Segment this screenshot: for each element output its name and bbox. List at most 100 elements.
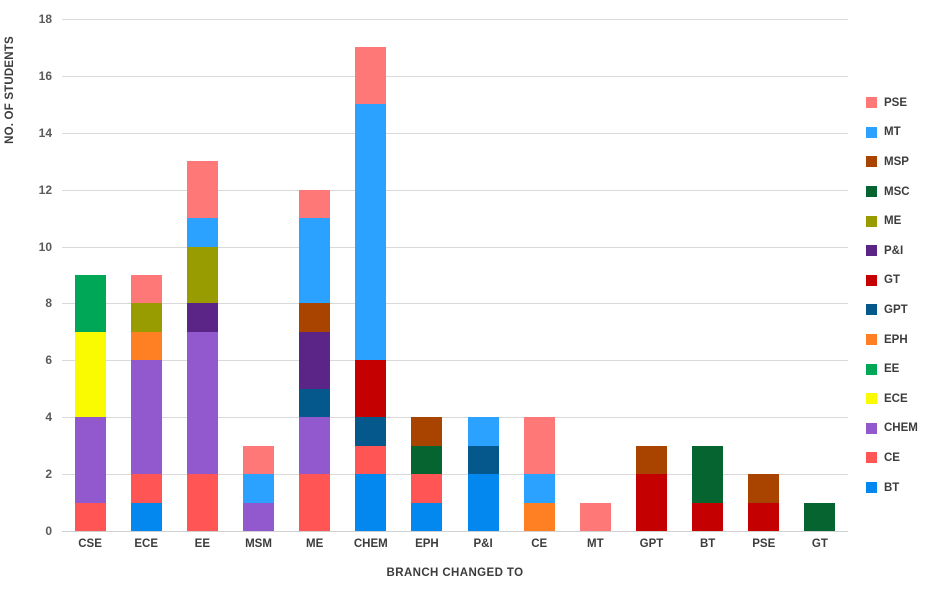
bar-segment-pse[interactable] xyxy=(355,47,387,105)
bar-segment-mt[interactable] xyxy=(186,218,218,247)
gridline xyxy=(62,189,848,191)
bar-segment-pse[interactable] xyxy=(579,502,611,531)
legend-item-label: P&I xyxy=(884,244,904,257)
bar-segment-me[interactable] xyxy=(186,246,218,304)
bar-group-gpt[interactable] xyxy=(636,19,667,531)
legend-item-label: MSC xyxy=(884,185,910,198)
legend-item-ee[interactable]: EE xyxy=(866,354,951,384)
bar-segment-pse[interactable] xyxy=(523,417,555,475)
bar-group-bt[interactable] xyxy=(692,19,724,531)
bar-segment-mt[interactable] xyxy=(243,474,274,503)
bar-segment-pse[interactable] xyxy=(186,161,218,219)
bar-segment-bt[interactable] xyxy=(355,474,387,531)
bar-segment-msp[interactable] xyxy=(748,474,780,503)
bar-group-ce[interactable] xyxy=(523,19,555,531)
bar-group-p-i[interactable] xyxy=(467,19,499,531)
bar-group-chem[interactable] xyxy=(355,19,387,531)
bar-segment-msc[interactable] xyxy=(692,445,724,503)
bar-segment-ce[interactable] xyxy=(74,502,106,531)
y-axis-tick: 14 xyxy=(38,125,52,140)
bar-segment-ce[interactable] xyxy=(130,474,162,503)
bar-segment-p-i[interactable] xyxy=(186,303,218,332)
bar-segment-bt[interactable] xyxy=(467,474,499,531)
bar-segment-mt[interactable] xyxy=(523,474,555,503)
legend-swatch-icon xyxy=(866,186,877,198)
bar-segment-eph[interactable] xyxy=(130,331,162,361)
bar-group-ee[interactable] xyxy=(186,19,218,531)
bar-segment-pse[interactable] xyxy=(130,275,162,304)
bar-group-me[interactable] xyxy=(299,19,331,531)
legend-item-msc[interactable]: MSC xyxy=(866,177,951,207)
bar-segment-ce[interactable] xyxy=(411,474,443,503)
bar-segment-gpt[interactable] xyxy=(355,417,387,446)
bar-segment-bt[interactable] xyxy=(130,502,162,531)
bar-group-eph[interactable] xyxy=(411,19,443,531)
legend-swatch-icon xyxy=(866,422,877,434)
bar-group-mt[interactable] xyxy=(579,19,611,531)
y-axis-tick: 16 xyxy=(38,68,52,83)
bar-segment-gt[interactable] xyxy=(636,474,667,531)
bar-segment-gt[interactable] xyxy=(355,360,387,418)
legend-item-eph[interactable]: EPH xyxy=(866,325,951,355)
legend-swatch-icon xyxy=(866,304,877,316)
bar-group-cse[interactable] xyxy=(74,19,106,531)
bar-group-gt[interactable] xyxy=(804,19,836,531)
legend-swatch-icon xyxy=(866,482,877,494)
bar-segment-gpt[interactable] xyxy=(467,445,499,475)
legend-item-p-i[interactable]: P&I xyxy=(866,236,951,266)
bar-group-pse[interactable] xyxy=(748,19,780,531)
legend-item-mt[interactable]: MT xyxy=(866,118,951,148)
bar-group-ece[interactable] xyxy=(130,19,162,531)
legend-item-label: MSP xyxy=(884,155,909,168)
bar-group-msm[interactable] xyxy=(243,19,274,531)
bar-segment-chem[interactable] xyxy=(186,331,218,475)
legend-item-label: CHEM xyxy=(884,422,918,435)
bar-segment-msc[interactable] xyxy=(804,502,836,531)
bar-segment-ce[interactable] xyxy=(355,445,387,475)
bar-segment-mt[interactable] xyxy=(467,417,499,446)
bar-segment-bt[interactable] xyxy=(411,502,443,531)
legend-item-label: BT xyxy=(884,481,900,494)
x-axis-tick-p-i: P&I xyxy=(473,538,493,550)
bar-segment-gt[interactable] xyxy=(748,502,780,531)
bar-segment-pse[interactable] xyxy=(243,445,274,475)
y-axis-title: NO. OF STUDENTS xyxy=(4,36,16,144)
legend-item-chem[interactable]: CHEM xyxy=(866,414,951,444)
x-axis-tick-ce: CE xyxy=(531,538,548,550)
bar-segment-gpt[interactable] xyxy=(299,388,331,418)
bar-segment-pse[interactable] xyxy=(299,189,331,219)
bar-segment-chem[interactable] xyxy=(243,502,274,531)
bar-segment-chem[interactable] xyxy=(74,417,106,503)
bar-segment-me[interactable] xyxy=(130,303,162,332)
x-axis-tick-gt: GT xyxy=(811,538,828,550)
bar-segment-msc[interactable] xyxy=(411,445,443,475)
legend-item-ece[interactable]: ECE xyxy=(866,384,951,414)
bar-segment-mt[interactable] xyxy=(355,104,387,361)
bar-segment-ce[interactable] xyxy=(299,474,331,531)
legend-swatch-icon xyxy=(866,452,877,464)
legend-item-msp[interactable]: MSP xyxy=(866,147,951,177)
legend-item-me[interactable]: ME xyxy=(866,206,951,236)
y-axis-tick: 2 xyxy=(45,467,52,482)
legend-item-label: EE xyxy=(884,363,900,376)
bar-segment-eph[interactable] xyxy=(523,502,555,531)
legend-item-gpt[interactable]: GPT xyxy=(866,295,951,325)
bar-segment-msp[interactable] xyxy=(636,445,667,475)
bar-segment-p-i[interactable] xyxy=(299,331,331,389)
legend-item-ce[interactable]: CE xyxy=(866,443,951,473)
legend-item-pse[interactable]: PSE xyxy=(866,88,951,118)
x-axis-tick-msm: MSM xyxy=(245,538,272,550)
bar-segment-chem[interactable] xyxy=(130,360,162,475)
bar-segment-chem[interactable] xyxy=(299,417,331,475)
bar-segment-msp[interactable] xyxy=(411,417,443,446)
legend-item-gt[interactable]: GT xyxy=(866,266,951,296)
bar-segment-ce[interactable] xyxy=(186,474,218,531)
bar-segment-ece[interactable] xyxy=(74,331,106,418)
bar-segment-ee[interactable] xyxy=(74,275,106,332)
gridline xyxy=(62,303,848,305)
legend-item-bt[interactable]: BT xyxy=(866,473,951,503)
bar-segment-mt[interactable] xyxy=(299,218,331,304)
bar-segment-gt[interactable] xyxy=(692,502,724,531)
bar-segment-msp[interactable] xyxy=(299,303,331,332)
